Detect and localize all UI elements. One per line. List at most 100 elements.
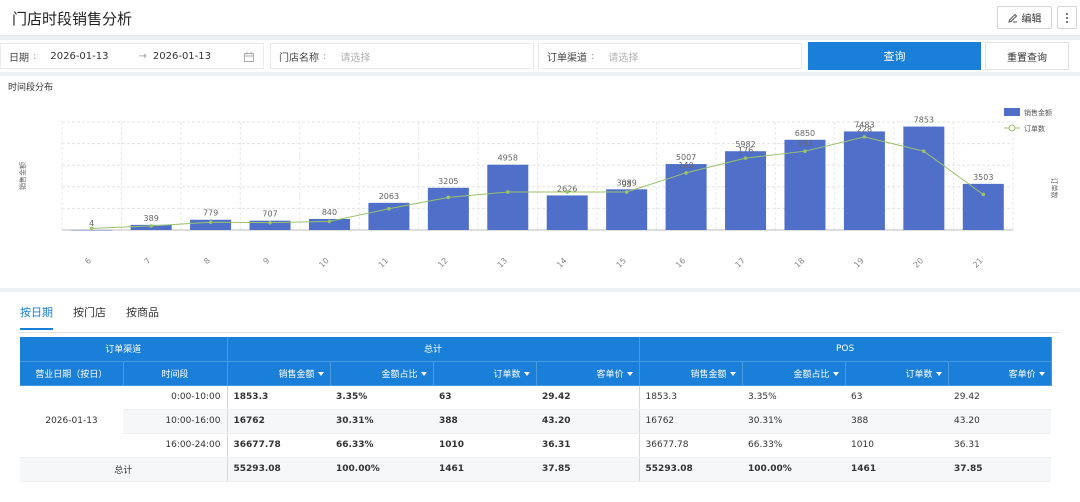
pencil-icon: [1007, 13, 1017, 23]
line-point: [624, 190, 629, 194]
chart-title: 时间段分布: [8, 83, 54, 93]
store-label: 门店名称: [279, 52, 319, 64]
bar: [190, 219, 232, 230]
x-tick-label: 12: [436, 256, 450, 270]
x-tick-label: 14: [555, 256, 569, 270]
cell: 388: [845, 409, 949, 434]
tab-by-store[interactable]: 按门店: [73, 306, 106, 319]
header-pos-sales[interactable]: 销售金额: [639, 361, 743, 386]
line-point: [268, 220, 272, 225]
tab-by-product[interactable]: 按商品: [126, 306, 159, 319]
x-tick-label: 17: [733, 256, 747, 270]
cell: 1853.3: [638, 385, 743, 410]
more-button[interactable]: [1057, 6, 1077, 29]
date-start-input[interactable]: 2026-01-13: [50, 50, 109, 62]
header-pos-orders[interactable]: 订单数: [845, 361, 949, 386]
query-button[interactable]: 查询: [808, 42, 981, 70]
period-cell: 10:00-16:00: [123, 409, 228, 434]
date-range-field[interactable]: 日期 : 2026-01-13 → 2026-01-13: [0, 43, 264, 69]
sort-caret-icon: [935, 372, 942, 376]
cell: 1461: [845, 457, 949, 482]
legend-bar-swatch: [1004, 108, 1020, 116]
date-end-input[interactable]: 2026-01-13: [152, 50, 212, 62]
cell: 43.20: [948, 409, 1052, 434]
header-channel: 订单渠道: [20, 337, 228, 362]
date-cell: 2026-01-13: [20, 385, 123, 458]
line-point: [862, 135, 867, 139]
x-tick-label: 21: [971, 256, 985, 270]
bar: [962, 183, 1004, 230]
cell: 63: [845, 385, 949, 410]
cell: 100.00%: [330, 457, 434, 482]
bar: [427, 187, 469, 230]
cell: 29.42: [948, 385, 1052, 410]
store-select[interactable]: 门店名称 : 请选择: [270, 43, 534, 69]
bar-label: 4: [89, 219, 94, 228]
bar: [308, 218, 350, 230]
line-point: [743, 156, 748, 160]
cell: 1010: [433, 433, 537, 458]
sort-caret-icon: [317, 372, 324, 376]
channel-select[interactable]: 订单渠道 : 请选择: [538, 43, 802, 69]
header-pos-group: POS: [639, 337, 1052, 362]
bar: [546, 195, 588, 230]
sort-caret-icon: [626, 372, 633, 376]
header-pos-share[interactable]: 金额占比: [742, 361, 846, 386]
bar: [368, 202, 410, 230]
calendar-icon[interactable]: [244, 52, 254, 62]
cell: 37.85: [948, 457, 1052, 482]
header-total-sales[interactable]: 销售金额: [227, 361, 331, 386]
line-point: [208, 220, 213, 225]
bar-label: 840: [322, 208, 337, 217]
cell: 16762: [638, 409, 743, 434]
cell: 66.33%: [742, 433, 846, 458]
header-pos-avg[interactable]: 客单价: [948, 361, 1052, 386]
x-tick-label: 6: [83, 256, 93, 266]
page-title: 门店时段销售分析: [12, 10, 133, 28]
bar-label: 5982: [735, 140, 755, 149]
tab-bar: 按日期 按门店 按商品: [20, 304, 159, 330]
cell: 29.42: [536, 385, 640, 410]
cell: 3.35%: [330, 385, 434, 410]
cell: 36.31: [536, 433, 640, 458]
header-total-share[interactable]: 金额占比: [330, 361, 434, 386]
bar: [606, 189, 648, 230]
sort-caret-icon: [523, 372, 530, 376]
legend-line-label: 订单数: [1024, 124, 1045, 133]
line-point: [684, 171, 688, 175]
reset-button[interactable]: 重置查询: [985, 42, 1069, 70]
sort-caret-icon: [420, 372, 427, 376]
line-point: [803, 149, 807, 153]
bar-label: 3089: [616, 178, 636, 187]
cell: 37.85: [536, 457, 640, 482]
cell: 1461: [433, 457, 537, 482]
cell: 1010: [845, 433, 949, 458]
line-label: 228: [857, 125, 872, 134]
bar: [71, 229, 113, 231]
sort-caret-icon: [729, 372, 736, 376]
bar-label: 2626: [557, 184, 577, 193]
x-tick-label: 18: [793, 256, 807, 270]
line-point: [387, 206, 391, 211]
cell: 36.31: [948, 433, 1052, 458]
bar-label: 4958: [498, 154, 518, 163]
header-total-orders[interactable]: 订单数: [433, 361, 537, 386]
date-arrow: →: [138, 50, 147, 62]
x-tick-label: 10: [317, 256, 331, 270]
bar: [843, 131, 885, 230]
header-total-avg[interactable]: 客单价: [536, 361, 640, 386]
filter-bar: 日期 : 2026-01-13 → 2026-01-13 门店名称 : 请选择 …: [0, 40, 1080, 72]
bar: [725, 151, 767, 230]
x-tick-label: 16: [674, 256, 688, 270]
cell: 16762: [226, 409, 331, 434]
cell: 3.35%: [742, 385, 846, 410]
cell: 30.31%: [742, 409, 846, 434]
tab-by-date[interactable]: 按日期: [20, 304, 53, 330]
sales-table: 订单渠道 总计 POS 营业日期（按日） 时间段 销售金额 金额占比 订单数 客…: [20, 337, 1052, 482]
x-tick-label: 13: [496, 256, 510, 270]
bar-label: 389: [144, 214, 159, 223]
bar-label: 7853: [914, 116, 934, 125]
x-tick-label: 9: [261, 256, 271, 266]
cell: 388: [433, 409, 537, 434]
edit-button[interactable]: 编辑: [997, 6, 1052, 29]
